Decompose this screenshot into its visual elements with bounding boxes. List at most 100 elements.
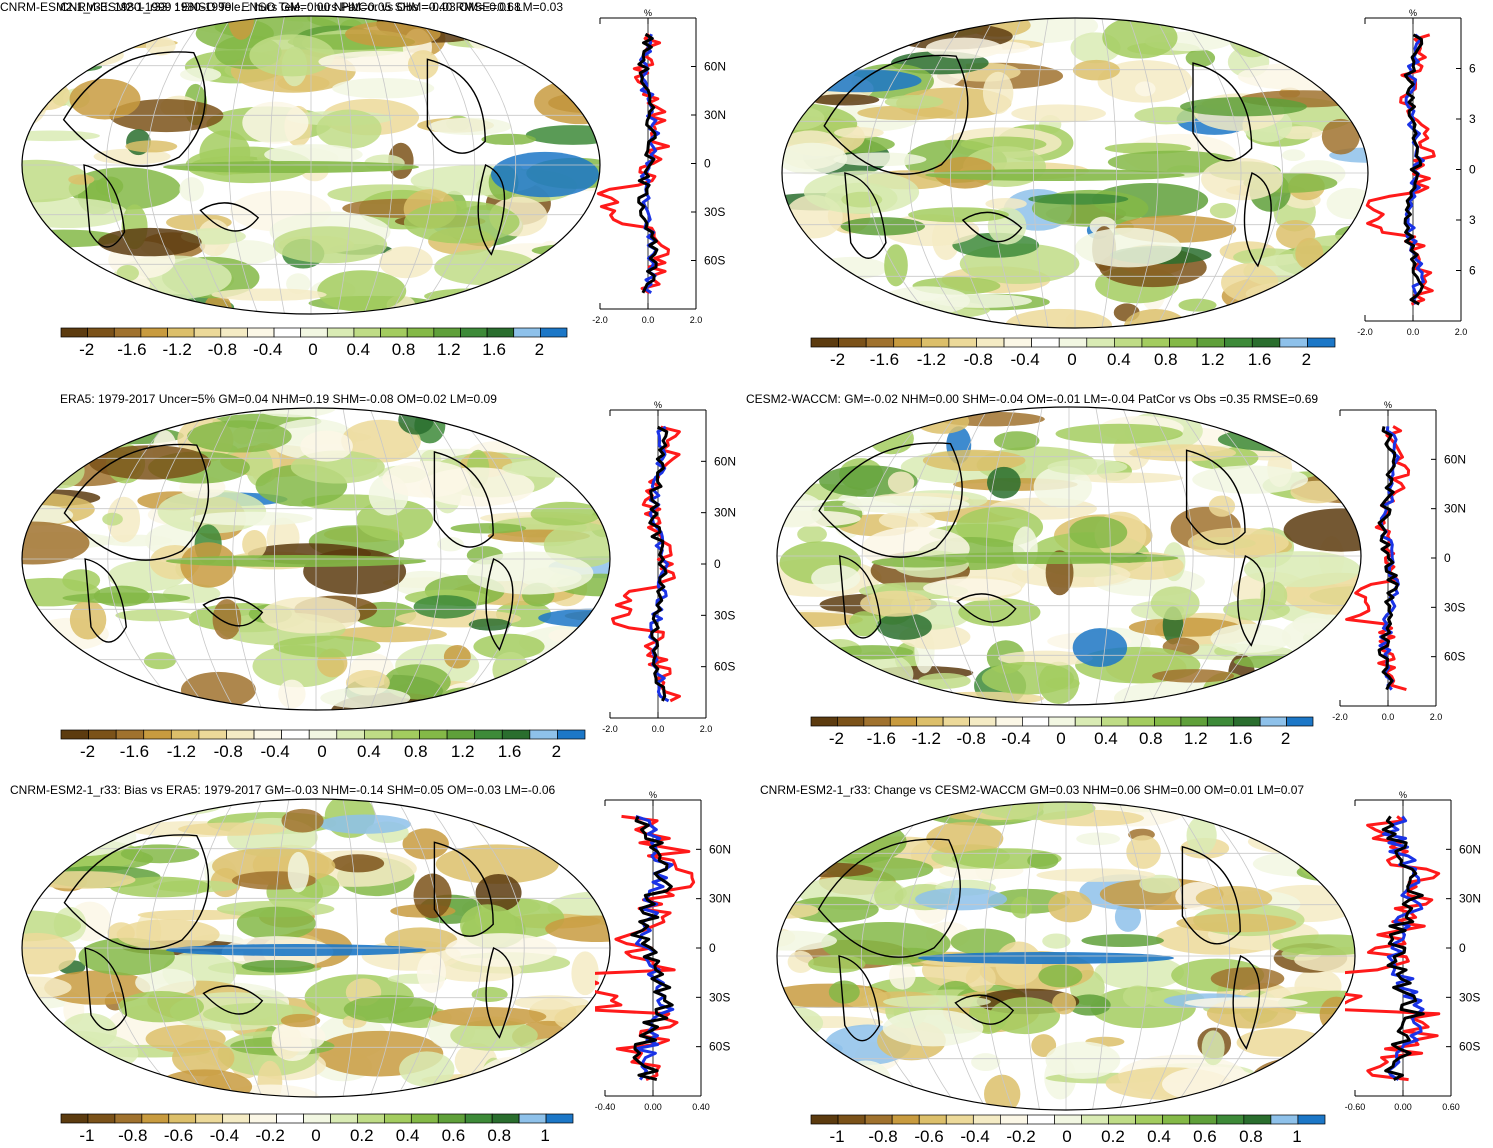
colorbar-tick-label: -1.6 <box>119 742 150 761</box>
colorbar-box <box>810 337 839 348</box>
colorbar-box <box>863 716 891 727</box>
colorbar-tick-label: 0.8 <box>1153 350 1178 369</box>
colorbar-box <box>1141 337 1170 348</box>
colorbar-tick-label: -0.8 <box>868 1127 898 1146</box>
colorbar-box <box>464 1113 493 1124</box>
profile-lat-label: 30N <box>709 892 731 906</box>
colorbar-tick-label: -1.6 <box>869 350 900 369</box>
colorbar-tick-label: 1.6 <box>1247 350 1272 369</box>
profile-lat-label: 60N <box>714 454 736 468</box>
colorbar-box <box>249 1113 277 1124</box>
colorbar-tick-label: 0.8 <box>1139 729 1163 748</box>
colorbar-box <box>1196 337 1226 348</box>
colorbar-tick-label: 0.4 <box>1094 729 1118 748</box>
colorbar-box <box>976 337 1005 348</box>
colorbar-box <box>1206 716 1235 727</box>
colorbar-box <box>1259 716 1287 727</box>
colorbar-tick-label: -0.8 <box>207 340 238 359</box>
colorbar-tick-label: 0 <box>308 340 318 359</box>
profile-curve <box>1345 815 1441 1082</box>
colorbar-box <box>513 327 541 338</box>
profile-x-tick-label: -2.0 <box>602 724 618 734</box>
profile-lat-label: 30S <box>1459 990 1480 1004</box>
colorbar-box <box>1054 1114 1082 1125</box>
profile-lat-label: 30N <box>714 506 736 520</box>
colorbar-box <box>474 729 503 740</box>
colorbar-tick-label: 1.2 <box>436 340 461 359</box>
colorbar-box <box>837 1114 866 1125</box>
colorbar-box <box>336 729 365 740</box>
colorbar-box <box>889 716 918 727</box>
zonal-profile: % -2.0 0.0 2.0 6 3 0 3 6 <box>1357 8 1476 337</box>
profile-x-tick-label: 0.0 <box>1407 327 1420 337</box>
colorbar-box <box>1251 337 1281 348</box>
colorbar-box <box>276 1113 304 1124</box>
profile-x-tick-label: 0.0 <box>1382 712 1395 722</box>
colorbar-box <box>88 729 117 740</box>
colorbar-box <box>916 716 944 727</box>
profile-x-tick-label: 0.0 <box>652 724 665 734</box>
colorbar-tick-label: -1.2 <box>162 340 192 359</box>
colorbar-box <box>391 729 420 740</box>
colorbar-box <box>357 1113 385 1124</box>
profile-curve <box>1382 815 1425 1081</box>
profile-curve <box>1365 33 1436 306</box>
profile-lat-label: 6 <box>1469 62 1476 76</box>
profile-lat-label: 0 <box>1469 163 1476 177</box>
profile-lat-label: 3 <box>1469 112 1476 126</box>
profile-x-tick-label: 2.0 <box>700 724 713 734</box>
colorbar-tick-label: 0.2 <box>349 1126 374 1145</box>
profile-lat-label: 60S <box>1444 650 1465 664</box>
colorbar-tick-label: -0.8 <box>213 742 243 761</box>
colorbar-box <box>540 327 568 338</box>
colorbar-box <box>945 1114 974 1125</box>
profile-unit: % <box>654 400 662 410</box>
colorbar-tick-label: -0.8 <box>963 350 993 369</box>
colorbar-tick-label: 0.2 <box>1101 1127 1125 1146</box>
colorbar-box <box>220 327 248 338</box>
zonal-profile: % -2.0 0.0 2.0 60N 30N 0 30S 60S <box>592 8 726 325</box>
world-map <box>21 15 601 315</box>
colorbar-box <box>545 1113 574 1124</box>
colorbar-tick-label: -0.8 <box>118 1126 148 1145</box>
colorbar-tick-label: -2 <box>79 340 95 359</box>
zonal-profile: % -0.40 0.00 0.40 60N 30N 0 30S 60S <box>595 790 731 1112</box>
colorbar-tick-label: -0.6 <box>163 1126 194 1145</box>
colorbar-labels: -2 -1.6 -1.2 -0.8 -0.4 0 0.4 0.8 1.2 1.6 2 <box>60 743 584 763</box>
colorbar-box <box>942 716 970 727</box>
profile-lat-label: 30N <box>704 108 726 122</box>
colorbar-box <box>60 327 88 338</box>
colorbar-box <box>170 729 200 740</box>
profile-lat-label: 0 <box>1459 941 1466 955</box>
colorbar-box <box>810 716 838 727</box>
colorbar-box <box>1286 716 1314 727</box>
colorbar-box <box>920 337 950 348</box>
colorbar <box>810 1114 1326 1125</box>
panel-title: CNRM-ESM2-1_r33: Bias vs ERA5: 1979-2017… <box>10 783 556 797</box>
world-map <box>776 406 1362 706</box>
colorbar-labels: -1 -0.8 -0.6 -0.4 -0.2 0 0.2 0.4 0.6 0.8 1 <box>60 1127 572 1147</box>
colorbar-labels: -1 -0.8 -0.6 -0.4 -0.2 0 0.2 0.4 0.6 0.8 1 <box>810 1128 1324 1148</box>
colorbar-box <box>446 729 476 740</box>
colorbar-box <box>437 1113 466 1124</box>
panel-title: CNRM-ESM2-1_r33: 1980-1999 : ENSO Tele. … <box>60 0 521 14</box>
colorbar-tick-label: 2 <box>551 742 562 761</box>
profile-unit: % <box>644 8 652 18</box>
colorbar-tick-label: 0.8 <box>487 1126 512 1145</box>
colorbar-tick-label: 2 <box>1280 729 1291 748</box>
colorbar-box <box>300 327 328 338</box>
profile-lat-label: 30S <box>714 608 735 622</box>
colorbar-box <box>113 327 142 338</box>
colorbar-box <box>995 716 1023 727</box>
colorbar-tick-label: -1 <box>79 1126 95 1145</box>
profile-curve <box>611 425 681 703</box>
colorbar-tick-label: -1 <box>829 1127 845 1146</box>
profile-lat-label: 60N <box>709 842 731 856</box>
profile-x-tick-label: -2.0 <box>1357 327 1373 337</box>
profile-lat-label: 60S <box>1459 1040 1480 1054</box>
colorbar-tick-label: -1.2 <box>911 729 941 748</box>
colorbar-box <box>140 327 168 338</box>
colorbar-tick-label: -2 <box>828 729 844 748</box>
colorbar-box <box>969 716 997 727</box>
colorbar-box <box>281 729 310 740</box>
